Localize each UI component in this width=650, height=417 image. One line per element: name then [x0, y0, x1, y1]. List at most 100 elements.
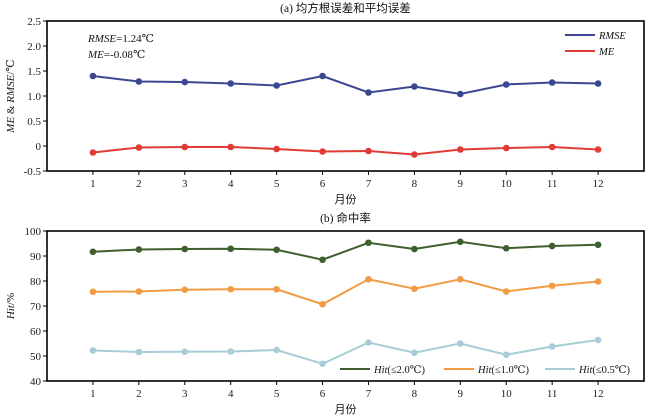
- data-point: [135, 144, 143, 151]
- data-point: [273, 285, 280, 293]
- data-point: [319, 256, 326, 264]
- data-point: [594, 146, 602, 153]
- series-me: [89, 143, 602, 158]
- data-point: [502, 81, 510, 88]
- data-point: [411, 83, 418, 90]
- x-tick-label: 4: [228, 388, 234, 400]
- series-hit-2-0: [89, 238, 602, 264]
- data-point: [502, 244, 510, 252]
- data-point: [319, 360, 326, 368]
- data-point: [319, 72, 326, 80]
- legend-label-rest: (≤0.5℃): [592, 365, 630, 376]
- y-tick-label: 0.5: [27, 116, 41, 128]
- y-tick-label: 40: [30, 376, 42, 388]
- x-tick-label: 2: [136, 178, 142, 190]
- y-axis-label-part: ME: [5, 117, 17, 134]
- plot-frame: [46, 230, 645, 382]
- x-tick-label: 3: [182, 178, 188, 190]
- data-point: [457, 146, 464, 153]
- x-tick-label: 10: [501, 178, 513, 190]
- data-point: [89, 72, 97, 80]
- legend-label: Hit(≤2.0℃): [373, 365, 426, 376]
- y-tick-label: 50: [30, 351, 42, 363]
- data-point: [273, 246, 280, 254]
- series-line: [92, 145, 599, 156]
- data-point: [135, 288, 143, 295]
- x-tick-label: 8: [412, 178, 418, 190]
- data-point: [227, 80, 234, 87]
- x-tick-label: 8: [412, 388, 418, 400]
- series-line: [92, 339, 599, 365]
- data-point: [365, 147, 372, 155]
- data-point: [457, 340, 464, 347]
- series-hit-0-5: [89, 336, 602, 368]
- x-axis-label: 月份: [335, 193, 357, 206]
- data-point: [365, 275, 372, 283]
- series-line: [92, 74, 599, 96]
- data-point: [457, 90, 464, 98]
- data-point: [548, 143, 556, 151]
- data-point: [181, 143, 189, 151]
- legend-label-italic: Hit: [373, 365, 389, 376]
- stat-annotation: ME=-0.08℃: [87, 49, 145, 61]
- stat-annotation: RMSE=1.24℃: [87, 33, 154, 45]
- data-point: [365, 239, 372, 247]
- y-tick-label: 1.0: [27, 91, 41, 103]
- legend-label-italic: Hit: [477, 365, 493, 376]
- data-point: [411, 349, 418, 357]
- x-tick-label: 3: [182, 388, 188, 400]
- y-axis-label-part: Hit: [5, 304, 17, 320]
- series-hit-1-0: [89, 275, 602, 308]
- data-point: [457, 238, 464, 246]
- data-point: [181, 78, 189, 86]
- data-point: [548, 282, 556, 290]
- x-tick-label: 5: [274, 178, 280, 190]
- data-point: [181, 348, 189, 356]
- data-point: [411, 285, 418, 293]
- series-line: [92, 240, 599, 261]
- y-tick-label: 100: [25, 226, 42, 238]
- data-point: [411, 245, 418, 253]
- x-tick-label: 9: [458, 388, 464, 400]
- y-tick-label: -0.5: [24, 166, 42, 178]
- data-point: [502, 144, 510, 152]
- data-point: [89, 347, 97, 354]
- data-point: [548, 343, 556, 350]
- legend-label-rest: (≤1.0℃): [491, 365, 529, 376]
- y-tick-label: 2.5: [27, 16, 41, 28]
- series-line: [92, 278, 599, 306]
- x-tick-label: 11: [547, 388, 558, 400]
- x-tick-label: 2: [136, 388, 142, 400]
- annotation-value: =-0.08℃: [104, 49, 145, 61]
- data-point: [411, 151, 418, 158]
- data-point: [181, 286, 189, 294]
- chart-title: (a) 均方根误差和平均误差: [280, 1, 411, 15]
- x-tick-label: 5: [274, 388, 280, 400]
- x-tick-label: 10: [501, 388, 513, 400]
- x-tick-label: 11: [547, 178, 558, 190]
- data-point: [273, 145, 280, 153]
- chart-title: (b) 命中率: [320, 211, 371, 225]
- data-point: [502, 351, 510, 359]
- data-point: [365, 339, 372, 346]
- data-point: [594, 241, 602, 249]
- data-point: [227, 348, 234, 355]
- data-point: [548, 79, 556, 86]
- y-tick-label: 60: [30, 326, 42, 338]
- legend: Hit(≤2.0℃) Hit(≤1.0℃) Hit(≤0.5℃): [340, 365, 631, 376]
- x-tick-label: 12: [593, 388, 604, 400]
- data-point: [89, 248, 97, 256]
- data-point: [227, 143, 234, 151]
- y-axis-label-part: /℃: [5, 59, 17, 74]
- x-tick-label: 6: [320, 388, 326, 400]
- data-point: [319, 300, 326, 308]
- legend: RMSE ME: [565, 31, 626, 58]
- x-tick-label: 1: [90, 178, 96, 190]
- data-point: [273, 346, 280, 354]
- y-tick-label: 0: [36, 141, 42, 153]
- series-rmse: [89, 72, 602, 98]
- annotation-label: RMSE: [87, 33, 116, 45]
- chart-a: (a) 均方根误差和平均误差-0.500.51.01.52.02.51 2 3 4 5 6…: [5, 1, 645, 206]
- x-axis-label: 月份: [335, 403, 357, 416]
